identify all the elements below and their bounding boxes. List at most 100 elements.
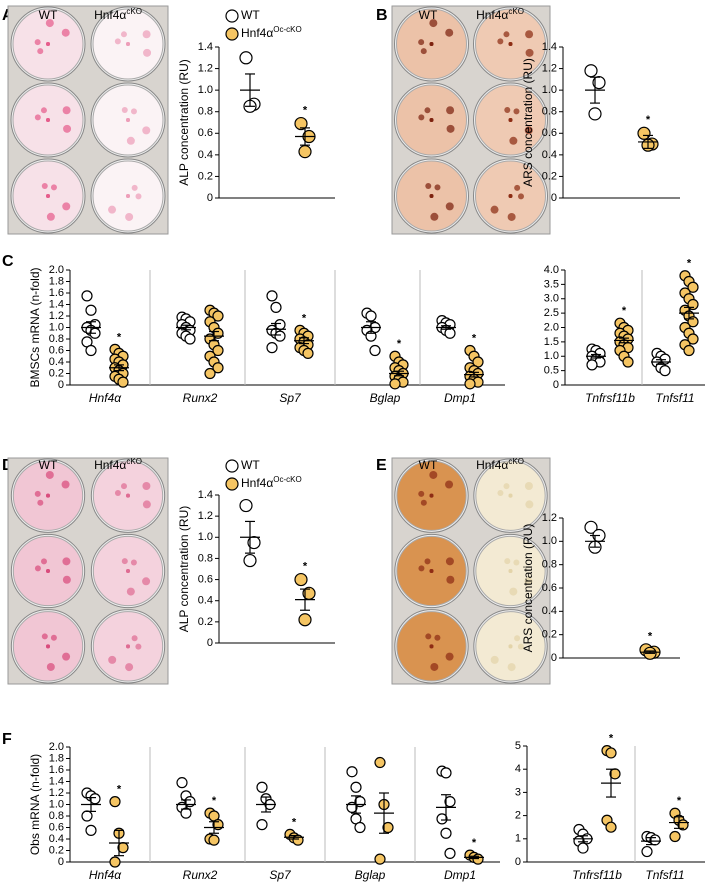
data-point xyxy=(266,342,278,354)
stain-spot xyxy=(508,42,513,46)
stain-spot xyxy=(420,499,427,506)
stain-spot xyxy=(429,644,434,649)
stain-spot xyxy=(46,644,50,649)
photo-label: WT xyxy=(419,8,438,22)
significance: * xyxy=(677,795,682,807)
data-point xyxy=(637,126,651,140)
data-point xyxy=(109,856,121,868)
legend-label-main: WT xyxy=(241,8,260,22)
y-axis-label: Obs mRNA (n-fold) xyxy=(28,754,42,855)
data-point xyxy=(683,344,695,357)
data-point xyxy=(204,367,216,380)
stain-spot xyxy=(62,106,71,115)
mean-error xyxy=(176,799,196,810)
significance: * xyxy=(292,816,297,828)
legend-marker xyxy=(225,9,239,23)
y-tick-label: 1.0 xyxy=(542,84,557,96)
data-point xyxy=(298,145,312,159)
photo-label-main: WT xyxy=(419,8,438,22)
stain-spot xyxy=(424,107,431,114)
photo-label-sup: cKO xyxy=(508,457,524,466)
mean-error xyxy=(638,134,658,149)
y-tick-label: 1.0 xyxy=(49,798,64,810)
y-tick-label: 0.4 xyxy=(198,149,213,161)
data-point xyxy=(436,813,448,825)
stain-spot xyxy=(524,482,533,491)
data-point xyxy=(592,75,606,90)
stain-spot xyxy=(45,470,54,479)
y-tick-label: 1.2 xyxy=(49,787,64,799)
stain-spot xyxy=(508,644,513,649)
stain-spot xyxy=(40,558,47,565)
data-point xyxy=(444,847,456,859)
stain-spot xyxy=(517,193,524,200)
data-point xyxy=(294,572,308,587)
data-point xyxy=(212,362,224,374)
mean-error xyxy=(641,837,661,846)
stain-spot xyxy=(114,490,121,497)
legend-label: WT xyxy=(241,8,260,22)
data-point xyxy=(212,344,224,357)
stain-spot xyxy=(50,634,57,641)
data-point xyxy=(85,344,97,357)
data-point xyxy=(270,301,282,313)
mean-error xyxy=(176,324,196,331)
data-point xyxy=(641,845,653,858)
stain-spot xyxy=(45,19,54,28)
stain-spot xyxy=(121,558,128,565)
stain-spot xyxy=(524,577,533,586)
stain-spot xyxy=(517,643,524,650)
stain-spot xyxy=(490,205,499,214)
data-point xyxy=(659,365,671,377)
y-tick-label: 3.0 xyxy=(544,293,559,305)
photo-label: WT xyxy=(39,458,58,472)
stain-spot xyxy=(126,644,130,649)
data-point xyxy=(622,356,634,368)
photo-label-main: WT xyxy=(39,458,58,472)
stain-spot xyxy=(46,212,55,221)
data-point xyxy=(444,327,456,339)
stain-spot xyxy=(508,118,513,122)
y-tick-label: 1.2 xyxy=(49,310,64,322)
stain-spot xyxy=(513,108,520,115)
stain-spot xyxy=(425,633,432,640)
y-tick-label: 2.5 xyxy=(544,307,559,319)
y-tick-label: 0.6 xyxy=(198,127,213,139)
data-point xyxy=(243,553,257,568)
y-tick-label: 0.4 xyxy=(49,356,64,368)
y-tick-label: 4 xyxy=(515,763,521,775)
data-point xyxy=(302,347,314,359)
stain-spot xyxy=(142,482,151,491)
stain-spot xyxy=(429,470,438,479)
stain-spot xyxy=(120,483,127,490)
stain-spot xyxy=(525,500,534,509)
stain-spot xyxy=(143,48,152,57)
y-tick-label: 1.0 xyxy=(198,531,213,543)
significance: * xyxy=(302,312,307,324)
significance: * xyxy=(117,784,122,796)
mean-error xyxy=(240,73,260,107)
y-tick-label: 0 xyxy=(553,379,559,391)
y-tick-label: 1.6 xyxy=(49,287,64,299)
stain-spot xyxy=(445,202,454,211)
stain-spot xyxy=(61,28,70,37)
legend-marker xyxy=(225,477,239,491)
y-tick-label: 0.2 xyxy=(198,616,213,628)
y-tick-label: 5 xyxy=(515,740,521,752)
data-point xyxy=(584,64,598,78)
legend-label-main: WT xyxy=(241,458,260,472)
significance: * xyxy=(397,338,402,350)
data-point xyxy=(605,747,617,759)
stain-spot xyxy=(504,558,511,565)
y-tick-label: 0.4 xyxy=(542,605,557,617)
stain-spot xyxy=(429,194,434,198)
data-point xyxy=(586,359,598,371)
mean-error xyxy=(266,322,286,336)
stain-spot xyxy=(434,634,441,641)
stain-spot xyxy=(445,557,454,566)
data-point xyxy=(588,107,602,121)
stain-spot xyxy=(507,663,516,672)
y-tick-label: 0.8 xyxy=(49,333,64,345)
stain-spot xyxy=(62,202,71,211)
mean-error xyxy=(81,321,101,334)
